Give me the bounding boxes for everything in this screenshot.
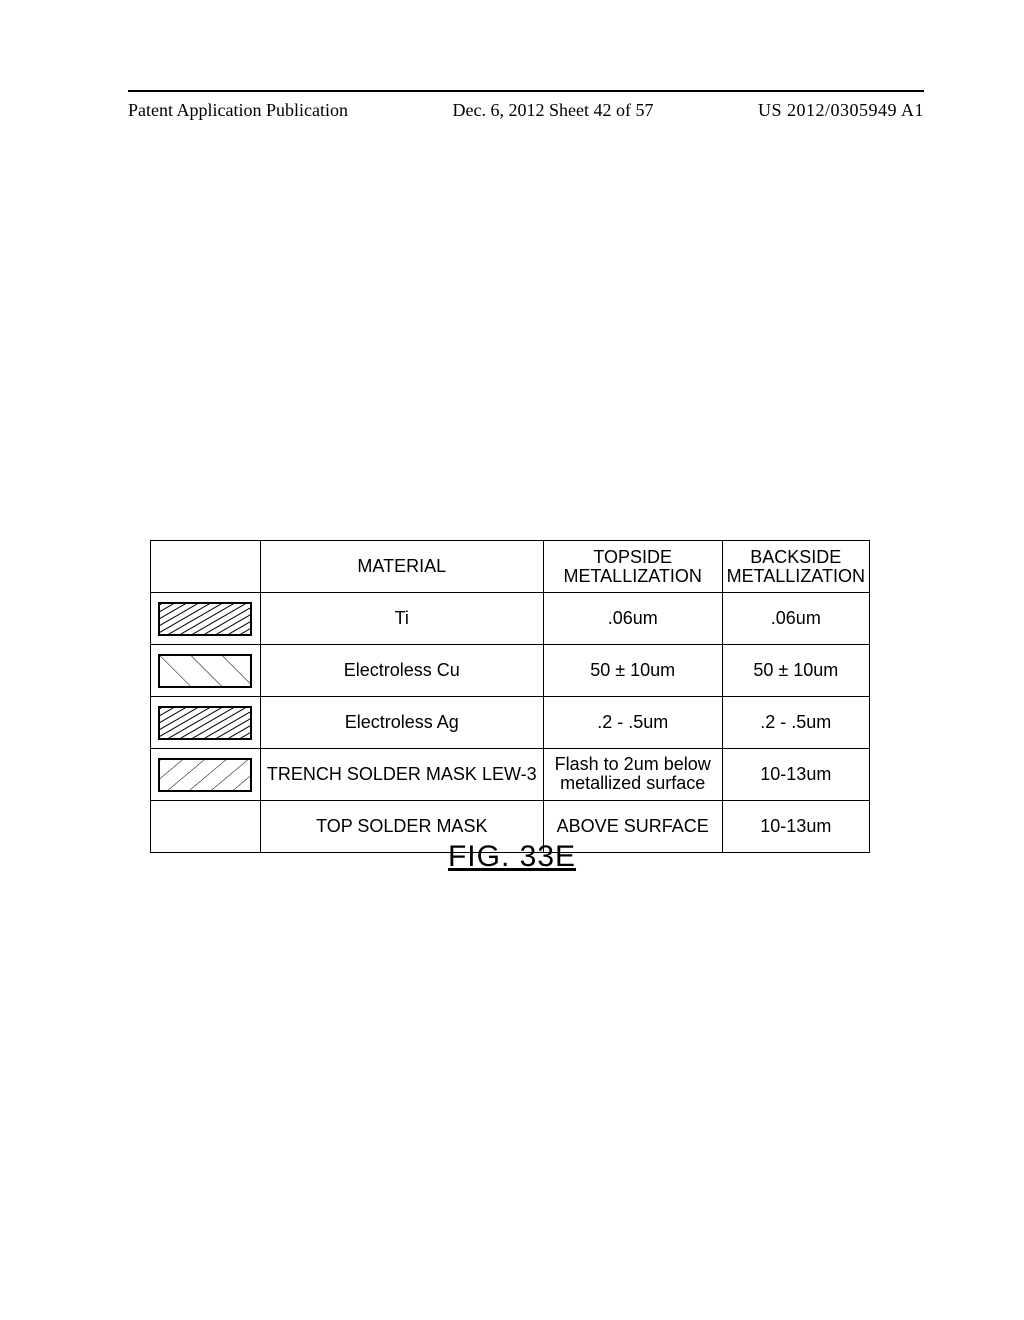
backside-cell: 50 ± 10um	[722, 645, 869, 697]
materials-table: MATERIAL TOPSIDE METALLIZATION BACKSIDE …	[150, 540, 870, 853]
table-row: TRENCH SOLDER MASK LEW-3 Flash to 2um be…	[151, 749, 870, 801]
topside-cell: .06um	[543, 593, 722, 645]
figure-caption: FIG. 33E	[0, 840, 1024, 874]
material-cell: Ti	[260, 593, 543, 645]
header-right: US 2012/0305949 A1	[758, 100, 924, 121]
header-mid: Dec. 6, 2012 Sheet 42 of 57	[452, 100, 653, 121]
pattern-swatch-cell	[151, 593, 261, 645]
topside-cell: .2 - .5um	[543, 697, 722, 749]
table-row: Electroless Ag .2 - .5um .2 - .5um	[151, 697, 870, 749]
col-backside: BACKSIDE METALLIZATION	[722, 541, 869, 593]
hatch-dense-icon	[158, 706, 252, 740]
topside-cell: Flash to 2um below metallized surface	[543, 749, 722, 801]
material-cell: Electroless Cu	[260, 645, 543, 697]
col-pattern	[151, 541, 261, 593]
pattern-swatch-cell	[151, 697, 261, 749]
table-row: Electroless Cu 50 ± 10um 50 ± 10um	[151, 645, 870, 697]
header-left: Patent Application Publication	[128, 100, 348, 121]
table-header-row: MATERIAL TOPSIDE METALLIZATION BACKSIDE …	[151, 541, 870, 593]
material-cell: Electroless Ag	[260, 697, 543, 749]
hatch-sparse-fslash-icon	[158, 758, 252, 792]
page-header: Patent Application Publication Dec. 6, 2…	[128, 100, 924, 121]
topside-cell: 50 ± 10um	[543, 645, 722, 697]
materials-table-wrap: MATERIAL TOPSIDE METALLIZATION BACKSIDE …	[150, 540, 870, 853]
table-row: Ti .06um .06um	[151, 593, 870, 645]
pattern-swatch-cell	[151, 645, 261, 697]
header-rule	[128, 90, 924, 92]
col-topside: TOPSIDE METALLIZATION	[543, 541, 722, 593]
col-material: MATERIAL	[260, 541, 543, 593]
hatch-dense-icon	[158, 602, 252, 636]
page: Patent Application Publication Dec. 6, 2…	[0, 0, 1024, 1320]
backside-cell: 10-13um	[722, 749, 869, 801]
backside-cell: .06um	[722, 593, 869, 645]
backside-cell: .2 - .5um	[722, 697, 869, 749]
pattern-swatch-cell	[151, 749, 261, 801]
material-cell: TRENCH SOLDER MASK LEW-3	[260, 749, 543, 801]
hatch-sparse-bslash-icon	[158, 654, 252, 688]
